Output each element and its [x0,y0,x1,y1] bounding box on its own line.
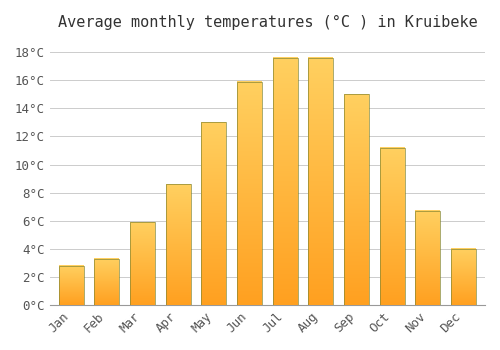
Bar [130,222,155,305]
Bar [308,58,334,305]
Bar [416,211,440,305]
Bar [451,249,476,305]
Bar [237,82,262,305]
Bar [273,58,297,305]
Bar [166,184,190,305]
Bar [59,266,84,305]
Bar [94,259,120,305]
Title: Average monthly temperatures (°C ) in Kruibeke: Average monthly temperatures (°C ) in Kr… [58,15,478,30]
Bar [344,94,369,305]
Bar [380,148,404,305]
Bar [202,122,226,305]
